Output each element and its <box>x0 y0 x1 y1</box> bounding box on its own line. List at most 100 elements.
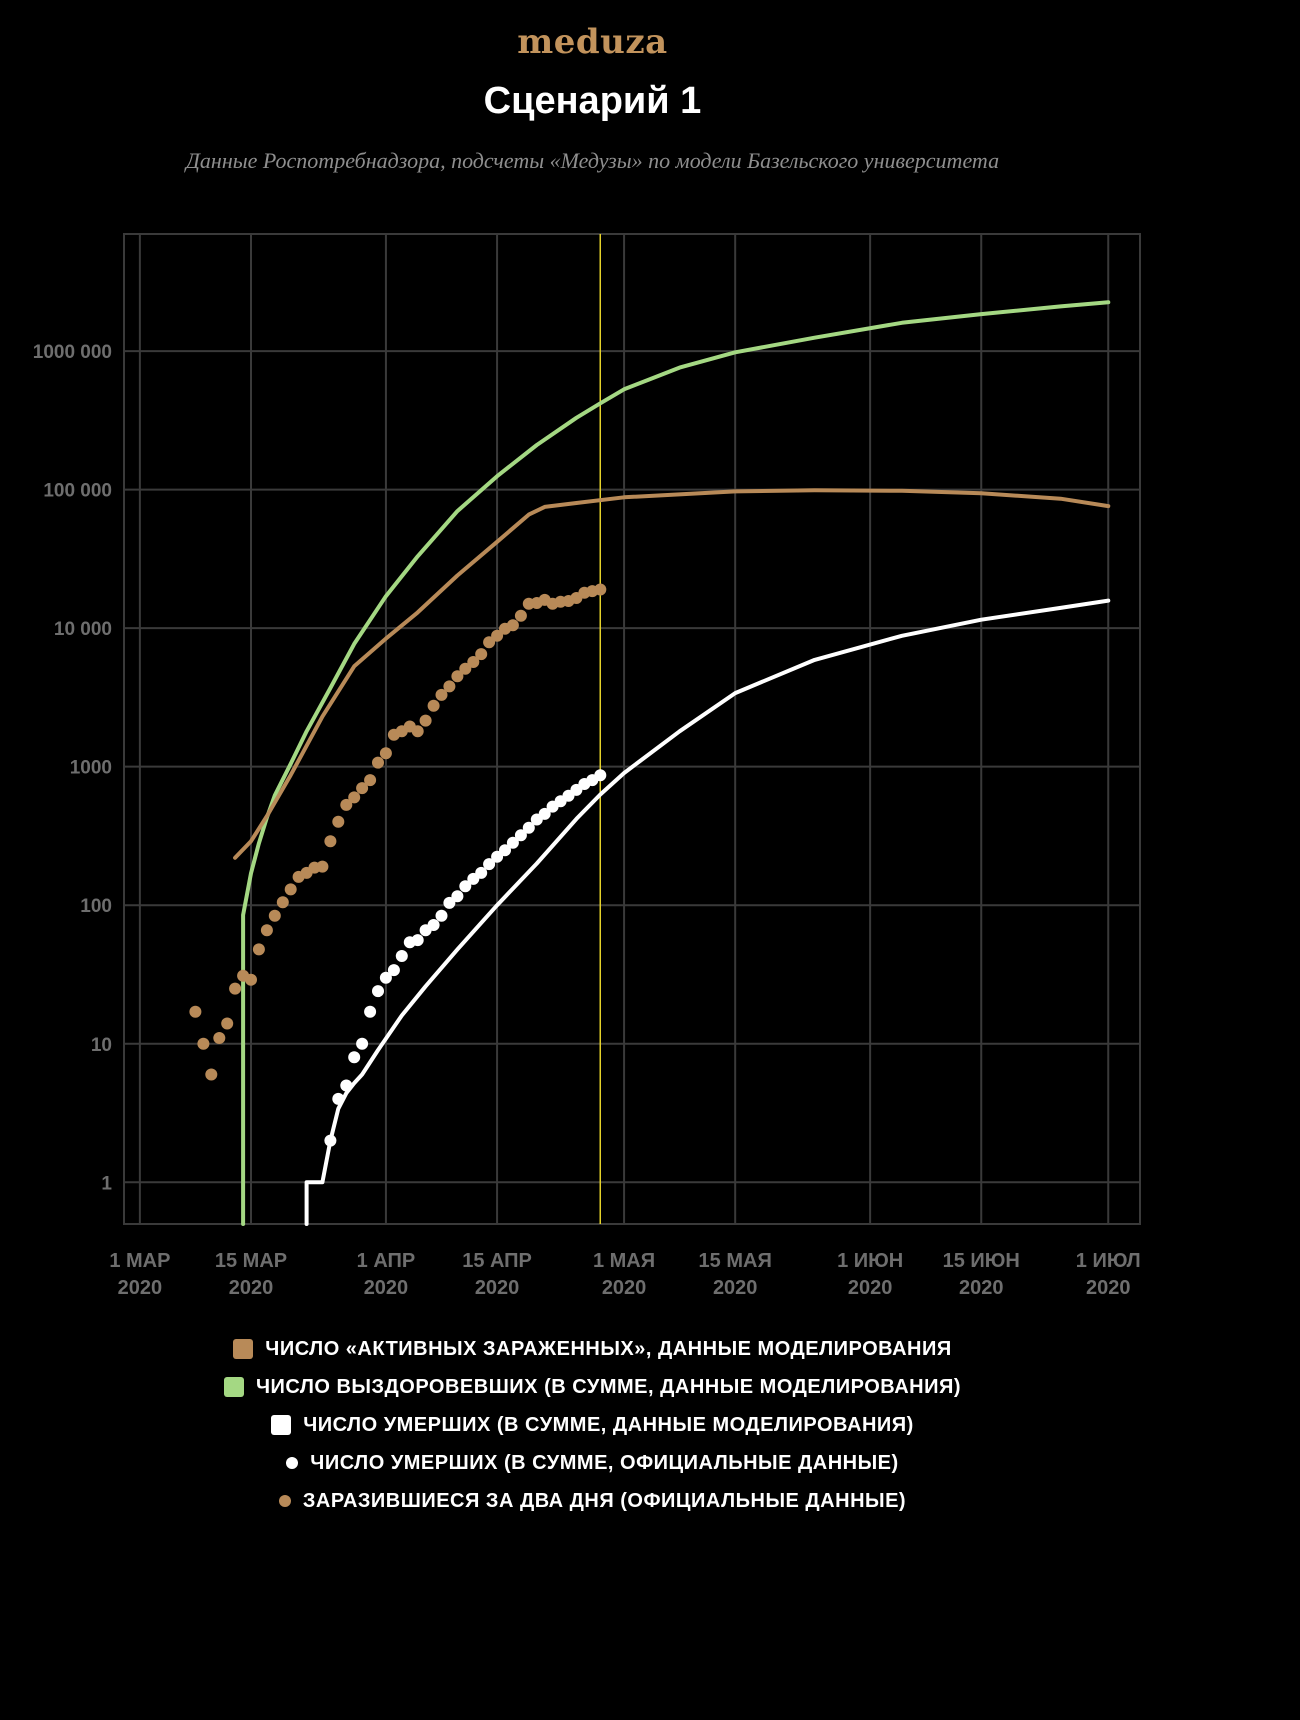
point-infected-official-1 <box>197 1037 210 1050</box>
y-tick-label-1: 10 <box>91 1035 112 1056</box>
point-deaths-official-5 <box>364 1005 377 1018</box>
point-infected-official-22 <box>364 774 377 787</box>
x-tick-label-0-0: 1 МАР <box>109 1250 170 1272</box>
point-deaths-official-17 <box>459 880 472 893</box>
point-infected-official-4 <box>221 1017 234 1030</box>
legend-item-recovered: ЧИСЛО ВЫЗДОРОВЕВШИХ (В СУММЕ, ДАННЫЕ МОД… <box>0 1368 1185 1406</box>
legend-dot-deaths-official <box>286 1457 299 1469</box>
chart-title: Сценарий 1 <box>483 80 702 122</box>
point-deaths-official-1 <box>332 1092 345 1105</box>
point-infected-official-0 <box>189 1005 202 1018</box>
point-infected-official-24 <box>379 747 392 760</box>
point-infected-official-35 <box>467 656 480 668</box>
point-deaths-official-23 <box>506 836 519 849</box>
chart-plot: 1 10 100 1000 10 000 100 000 1000 000 1 МАР 2020… <box>33 233 1141 1299</box>
point-deaths-official-19 <box>475 866 488 879</box>
point-infected-official-17 <box>324 835 337 848</box>
legend-dot-infected-official <box>278 1495 291 1507</box>
point-infected-official-7 <box>245 973 257 986</box>
point-infected-official-31 <box>435 688 448 701</box>
point-infected-official-34 <box>459 662 472 675</box>
point-deaths-official-20 <box>483 858 496 871</box>
point-deaths-official-16 <box>451 890 464 903</box>
legend-label-deaths-model: ЧИСЛО УМЕРШИХ (В СУММЕ, ДАННЫЕ МОДЕЛИРОВ… <box>303 1413 914 1436</box>
point-deaths-official-8 <box>387 964 400 977</box>
x-tick-label-3-0: 15 АПР <box>462 1250 532 1272</box>
point-infected-official-11 <box>276 896 289 909</box>
point-deaths-official-0 <box>324 1134 337 1147</box>
y-tick-label-0: 1 <box>101 1173 112 1194</box>
chart-subtitle: Данные Роспотребнадзора, подсчеты «Медуз… <box>185 148 1000 173</box>
point-infected-official-51 <box>594 583 607 596</box>
legend-item-deaths-official: ЧИСЛО УМЕРШИХ (В СУММЕ, ОФИЦИАЛЬНЫЕ ДАНН… <box>0 1444 1185 1482</box>
point-deaths-official-9 <box>395 950 408 962</box>
point-infected-official-32 <box>443 680 456 693</box>
point-deaths-official-4 <box>356 1037 369 1050</box>
point-infected-official-38 <box>491 629 504 642</box>
legend-item-deaths-model: ЧИСЛО УМЕРШИХ (В СУММЕ, ДАННЫЕ МОДЕЛИРОВ… <box>0 1406 1185 1444</box>
point-infected-official-8 <box>252 943 265 956</box>
x-tick-label-8-1: 2020 <box>1086 1277 1131 1299</box>
series-line-active-model <box>233 488 1111 860</box>
point-infected-official-18 <box>332 815 345 828</box>
legend-swatch-deaths-model <box>271 1415 292 1435</box>
x-tick-label-7-0: 15 ИЮН <box>943 1250 1020 1272</box>
point-infected-official-5 <box>229 982 242 995</box>
y-tick-label-5: 100 000 <box>43 481 112 502</box>
point-infected-official-10 <box>268 909 281 922</box>
y-tick-label-6: 1000 000 <box>33 342 112 363</box>
point-deaths-official-13 <box>427 919 440 931</box>
point-infected-official-37 <box>483 636 496 649</box>
point-deaths-official-15 <box>443 896 456 909</box>
point-deaths-official-27 <box>538 807 551 820</box>
legend-label-deaths-official: ЧИСЛО УМЕРШИХ (В СУММЕ, ОФИЦИАЛЬНЫЕ ДАНН… <box>310 1451 899 1474</box>
x-tick-label-8-0: 1 ИЮЛ <box>1076 1250 1141 1272</box>
point-deaths-official-6 <box>372 985 384 998</box>
point-infected-official-2 <box>205 1068 218 1081</box>
point-infected-official-20 <box>348 791 361 804</box>
legend-label-recovered: ЧИСЛО ВЫЗДОРОВЕВШИХ (В СУММЕ, ДАННЫЕ МОД… <box>255 1375 962 1398</box>
point-deaths-official-14 <box>435 909 448 922</box>
y-tick-label-2: 100 <box>80 896 112 917</box>
point-deaths-official-3 <box>348 1051 361 1064</box>
x-tick-label-1-1: 2020 <box>229 1277 274 1299</box>
point-infected-official-33 <box>451 670 464 683</box>
point-infected-official-19 <box>340 798 353 811</box>
point-deaths-official-11 <box>411 934 424 947</box>
meduza-logo: meduza <box>517 22 668 62</box>
x-tick-label-4-0: 1 МАЯ <box>593 1250 655 1272</box>
point-infected-official-16 <box>316 860 329 873</box>
chart-legend: ЧИСЛО «АКТИВНЫХ ЗАРАЖЕННЫХ», ДАННЫЕ МОДЕ… <box>0 1330 1185 1520</box>
x-tick-label-3-1: 2020 <box>475 1277 520 1299</box>
x-tick-label-7-1: 2020 <box>959 1277 1004 1299</box>
point-infected-official-30 <box>427 699 440 712</box>
point-deaths-official-7 <box>379 971 392 984</box>
point-deaths-official-25 <box>522 821 535 834</box>
legend-label-active: ЧИСЛО «АКТИВНЫХ ЗАРАЖЕННЫХ», ДАННЫЕ МОДЕ… <box>265 1337 952 1360</box>
point-infected-official-28 <box>411 725 424 738</box>
legend-swatch-active <box>233 1339 254 1359</box>
point-infected-official-36 <box>475 648 488 661</box>
point-infected-official-29 <box>419 714 432 727</box>
point-infected-official-41 <box>514 609 527 622</box>
x-tick-label-6-1: 2020 <box>848 1277 893 1299</box>
x-tick-label-5-1: 2020 <box>713 1277 758 1299</box>
legend-item-active: ЧИСЛО «АКТИВНЫХ ЗАРАЖЕННЫХ», ДАННЫЕ МОДЕ… <box>0 1330 1185 1368</box>
y-tick-label-4: 10 000 <box>54 619 112 640</box>
series-line-deaths-model <box>304 598 1111 1226</box>
plot-frame <box>123 233 1141 1225</box>
point-infected-official-9 <box>260 924 273 937</box>
x-tick-label-6-0: 1 ИЮН <box>837 1250 903 1272</box>
x-tick-label-2-0: 1 АПР <box>357 1250 416 1272</box>
x-tick-label-4-1: 2020 <box>602 1277 647 1299</box>
legend-swatch-recovered <box>223 1377 244 1397</box>
point-deaths-official-22 <box>499 844 511 857</box>
legend-label-infected-official: ЗАРАЗИВШИЕСЯ ЗА ДВА ДНЯ (ОФИЦИАЛЬНЫЕ ДАН… <box>302 1489 907 1512</box>
point-deaths-official-24 <box>514 829 527 842</box>
point-infected-official-21 <box>356 782 369 795</box>
x-tick-label-1-0: 15 МАР <box>215 1250 287 1272</box>
point-infected-official-12 <box>284 883 297 896</box>
legend-item-infected-official: ЗАРАЗИВШИЕСЯ ЗА ДВА ДНЯ (ОФИЦИАЛЬНЫЕ ДАН… <box>0 1482 1185 1520</box>
y-tick-label-3: 1000 <box>70 758 112 779</box>
point-infected-official-3 <box>213 1032 226 1044</box>
